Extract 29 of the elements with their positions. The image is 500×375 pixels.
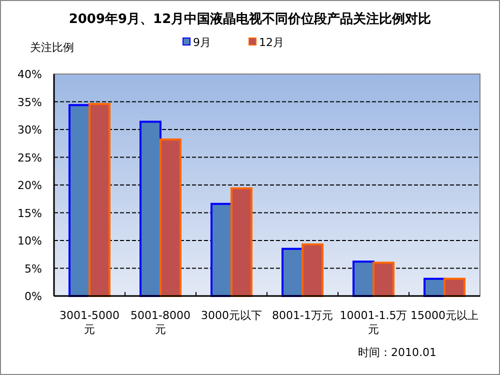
bar [302,243,324,297]
x-tick-label: 8001-1万元 [272,309,333,322]
chart-title: 2009年9月、12月中国液晶电视不同价位段产品关注比例对比 [68,11,432,27]
text: 时间：2010.01 [358,346,436,359]
bar [140,120,162,297]
bar [372,262,394,297]
y-tick-label: 25% [18,151,42,164]
y-tick-label: 5% [24,262,42,276]
bar [88,102,110,297]
legend-label: 9月 [193,36,211,49]
x-tick-label: 3001-5000元 [60,309,120,336]
bar [444,278,466,297]
x-tick-label: 10001-1.5万元 [340,309,408,336]
bar [68,104,90,297]
y-axis-title: 关注比例 [30,41,74,54]
legend-label: 12月 [259,36,284,49]
x-tick-label: 5001-8000元 [130,309,190,336]
y-tick-label: 40% [18,68,42,81]
y-tick-label: 20% [18,179,42,192]
bar [210,202,232,297]
x-tick-label: 15000元以上 [410,309,478,322]
y-tick-label: 15% [18,206,42,220]
y-tick-label: 0% [24,290,42,303]
y-tick-label: 35% [18,96,42,109]
y-tick-label: 30% [18,124,42,136]
bar [230,187,252,297]
x-tick-label: 3000元以下 [201,309,262,322]
y-tick-label: 10% [18,234,42,248]
bar [160,138,182,297]
